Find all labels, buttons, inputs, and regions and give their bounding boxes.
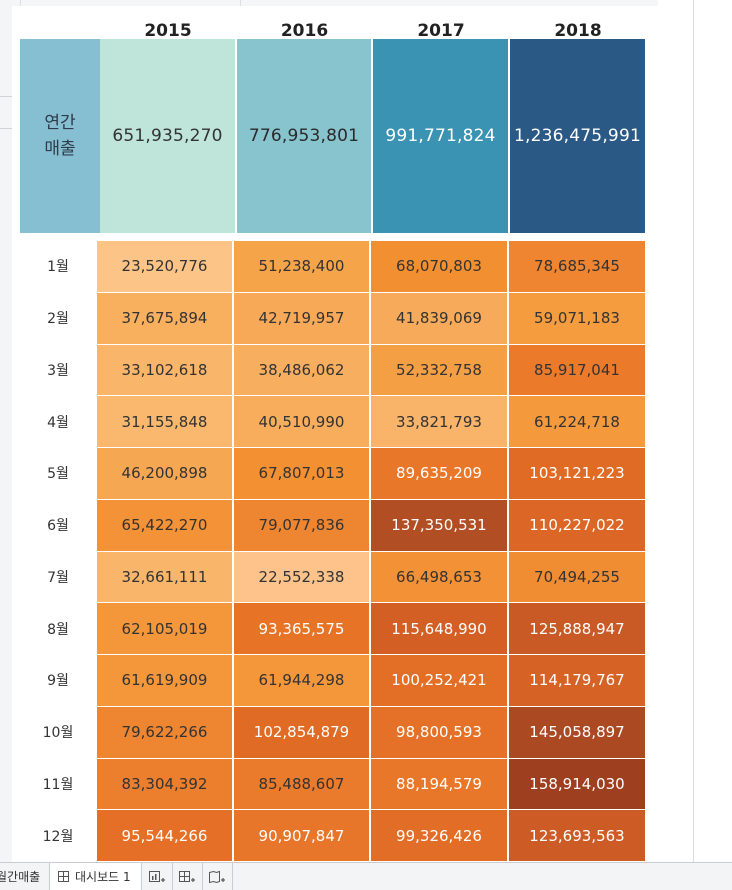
monthly-sales-cell[interactable]: 110,227,022 [509, 499, 645, 551]
dashboard-canvas: 2015 2016 2017 2018 연간 매출 651,935,270 776,95… [12, 6, 658, 862]
monthly-sales-cell[interactable]: 51,238,400 [234, 241, 369, 292]
month-label: 9월 [47, 673, 69, 690]
tab-dashboard-1-label: 대시보드 1 [75, 870, 131, 884]
monthly-sales-cell[interactable]: 40,510,990 [234, 396, 369, 447]
annual-sales-cell-2017[interactable]: 991,771,824 [373, 39, 508, 233]
monthly-sales-cell[interactable]: 61,944,298 [234, 655, 369, 706]
year-header-2018: 2018 [554, 21, 602, 41]
month-label: 4월 [47, 414, 69, 431]
new-dashboard-button[interactable] [172, 863, 203, 890]
monthly-sales-cell[interactable]: 59,071,183 [509, 292, 645, 344]
monthly-sales-cell[interactable]: 79,077,836 [234, 499, 369, 551]
monthly-sales-cell[interactable]: 23,520,776 [97, 241, 232, 292]
month-label: 8월 [47, 621, 69, 638]
month-label: 7월 [47, 569, 69, 586]
monthly-sales-cell[interactable]: 95,544,266 [97, 810, 232, 861]
annual-sales-cell-2015[interactable]: 651,935,270 [100, 39, 235, 233]
monthly-sales-cell[interactable]: 98,800,593 [371, 706, 507, 758]
monthly-sales-cell[interactable]: 22,552,338 [234, 551, 369, 603]
monthly-sales-cell[interactable]: 33,102,618 [97, 344, 232, 396]
new-story-button[interactable] [202, 863, 233, 890]
sheet-tab-bar: 월간매출 대시보드 1 [0, 862, 732, 890]
monthly-sales-cell[interactable]: 102,854,879 [234, 706, 369, 758]
monthly-sales-cell[interactable]: 83,304,392 [97, 758, 232, 810]
monthly-sales-cell[interactable]: 31,155,848 [97, 396, 232, 447]
monthly-sales-cell[interactable]: 93,365,575 [234, 603, 369, 654]
monthly-sales-cell[interactable]: 115,648,990 [371, 603, 507, 654]
annual-sales-cell-2016[interactable]: 776,953,801 [237, 39, 371, 233]
monthly-sales-cell[interactable]: 125,888,947 [509, 603, 645, 654]
monthly-sales-cell[interactable]: 41,839,069 [371, 292, 507, 344]
new-story-icon [209, 870, 225, 883]
annual-label-line1: 연간 [44, 113, 76, 133]
month-label: 11월 [42, 776, 74, 793]
monthly-sales-cell[interactable]: 67,807,013 [234, 448, 369, 499]
monthly-sales-cell[interactable]: 100,252,421 [371, 655, 507, 706]
monthly-sales-cell[interactable]: 90,907,847 [234, 810, 369, 861]
month-label: 3월 [47, 362, 69, 379]
monthly-sales-cell[interactable]: 78,685,345 [509, 241, 645, 292]
month-label: 10월 [42, 725, 74, 742]
monthly-sales-cell[interactable]: 68,070,803 [371, 241, 507, 292]
monthly-sales-cell[interactable]: 145,058,897 [509, 706, 645, 758]
year-header-2016: 2016 [280, 21, 329, 41]
monthly-sales-cell[interactable]: 103,121,223 [509, 448, 645, 499]
top-ruler [12, 0, 658, 6]
monthly-sales-cell[interactable]: 46,200,898 [97, 448, 232, 499]
monthly-sales-cell[interactable]: 38,486,062 [234, 344, 369, 396]
annual-label-line2: 매출 [44, 139, 76, 159]
year-header-2017: 2017 [417, 21, 465, 41]
monthly-sales-cell[interactable]: 99,326,426 [371, 810, 507, 861]
year-header-2015: 2015 [144, 21, 192, 41]
monthly-sales-cell[interactable]: 114,179,767 [509, 655, 645, 706]
right-panel-edge [658, 0, 732, 862]
monthly-sales-cell[interactable]: 66,498,653 [371, 551, 507, 603]
monthly-sales-cell[interactable]: 61,224,718 [509, 396, 645, 447]
monthly-sales-cell[interactable]: 62,105,019 [97, 603, 232, 654]
month-label: 12월 [42, 828, 74, 845]
month-label: 1월 [47, 259, 69, 276]
monthly-sales-cell[interactable]: 79,622,266 [97, 706, 232, 758]
dashboard-grid-icon [58, 871, 69, 882]
monthly-sales-cell[interactable]: 65,422,270 [97, 499, 232, 551]
monthly-sales-cell[interactable]: 85,488,607 [234, 758, 369, 810]
annual-sales-cell-2018[interactable]: 1,236,475,991 [510, 39, 645, 233]
month-label: 2월 [47, 311, 69, 328]
tab-dashboard-1[interactable]: 대시보드 1 [50, 863, 142, 890]
monthly-sales-cell[interactable]: 61,619,909 [97, 655, 232, 706]
annual-sales-label: 연간 매출 [20, 39, 100, 233]
monthly-sales-cell[interactable]: 123,693,563 [509, 810, 645, 861]
month-label: 5월 [47, 466, 69, 483]
tab-monthly-sales[interactable]: 월간매출 [0, 863, 50, 890]
monthly-sales-cell[interactable]: 70,494,255 [509, 551, 645, 603]
new-worksheet-icon [149, 870, 165, 882]
monthly-sales-cell[interactable]: 37,675,894 [97, 292, 232, 344]
monthly-sales-cell[interactable]: 42,719,957 [234, 292, 369, 344]
new-dashboard-icon [179, 870, 195, 882]
month-label: 6월 [47, 518, 69, 535]
tab-monthly-sales-label: 월간매출 [0, 870, 41, 884]
monthly-sales-cell[interactable]: 137,350,531 [371, 499, 507, 551]
monthly-sales-cell[interactable]: 158,914,030 [509, 758, 645, 810]
monthly-sales-cell[interactable]: 33,821,793 [371, 396, 507, 447]
monthly-sales-cell[interactable]: 89,635,209 [371, 448, 507, 499]
monthly-sales-cell[interactable]: 32,661,111 [97, 551, 232, 603]
monthly-sales-cell[interactable]: 88,194,579 [371, 758, 507, 810]
new-worksheet-button[interactable] [142, 863, 173, 890]
monthly-sales-cell[interactable]: 52,332,758 [371, 344, 507, 396]
monthly-sales-cell[interactable]: 85,917,041 [509, 344, 645, 396]
